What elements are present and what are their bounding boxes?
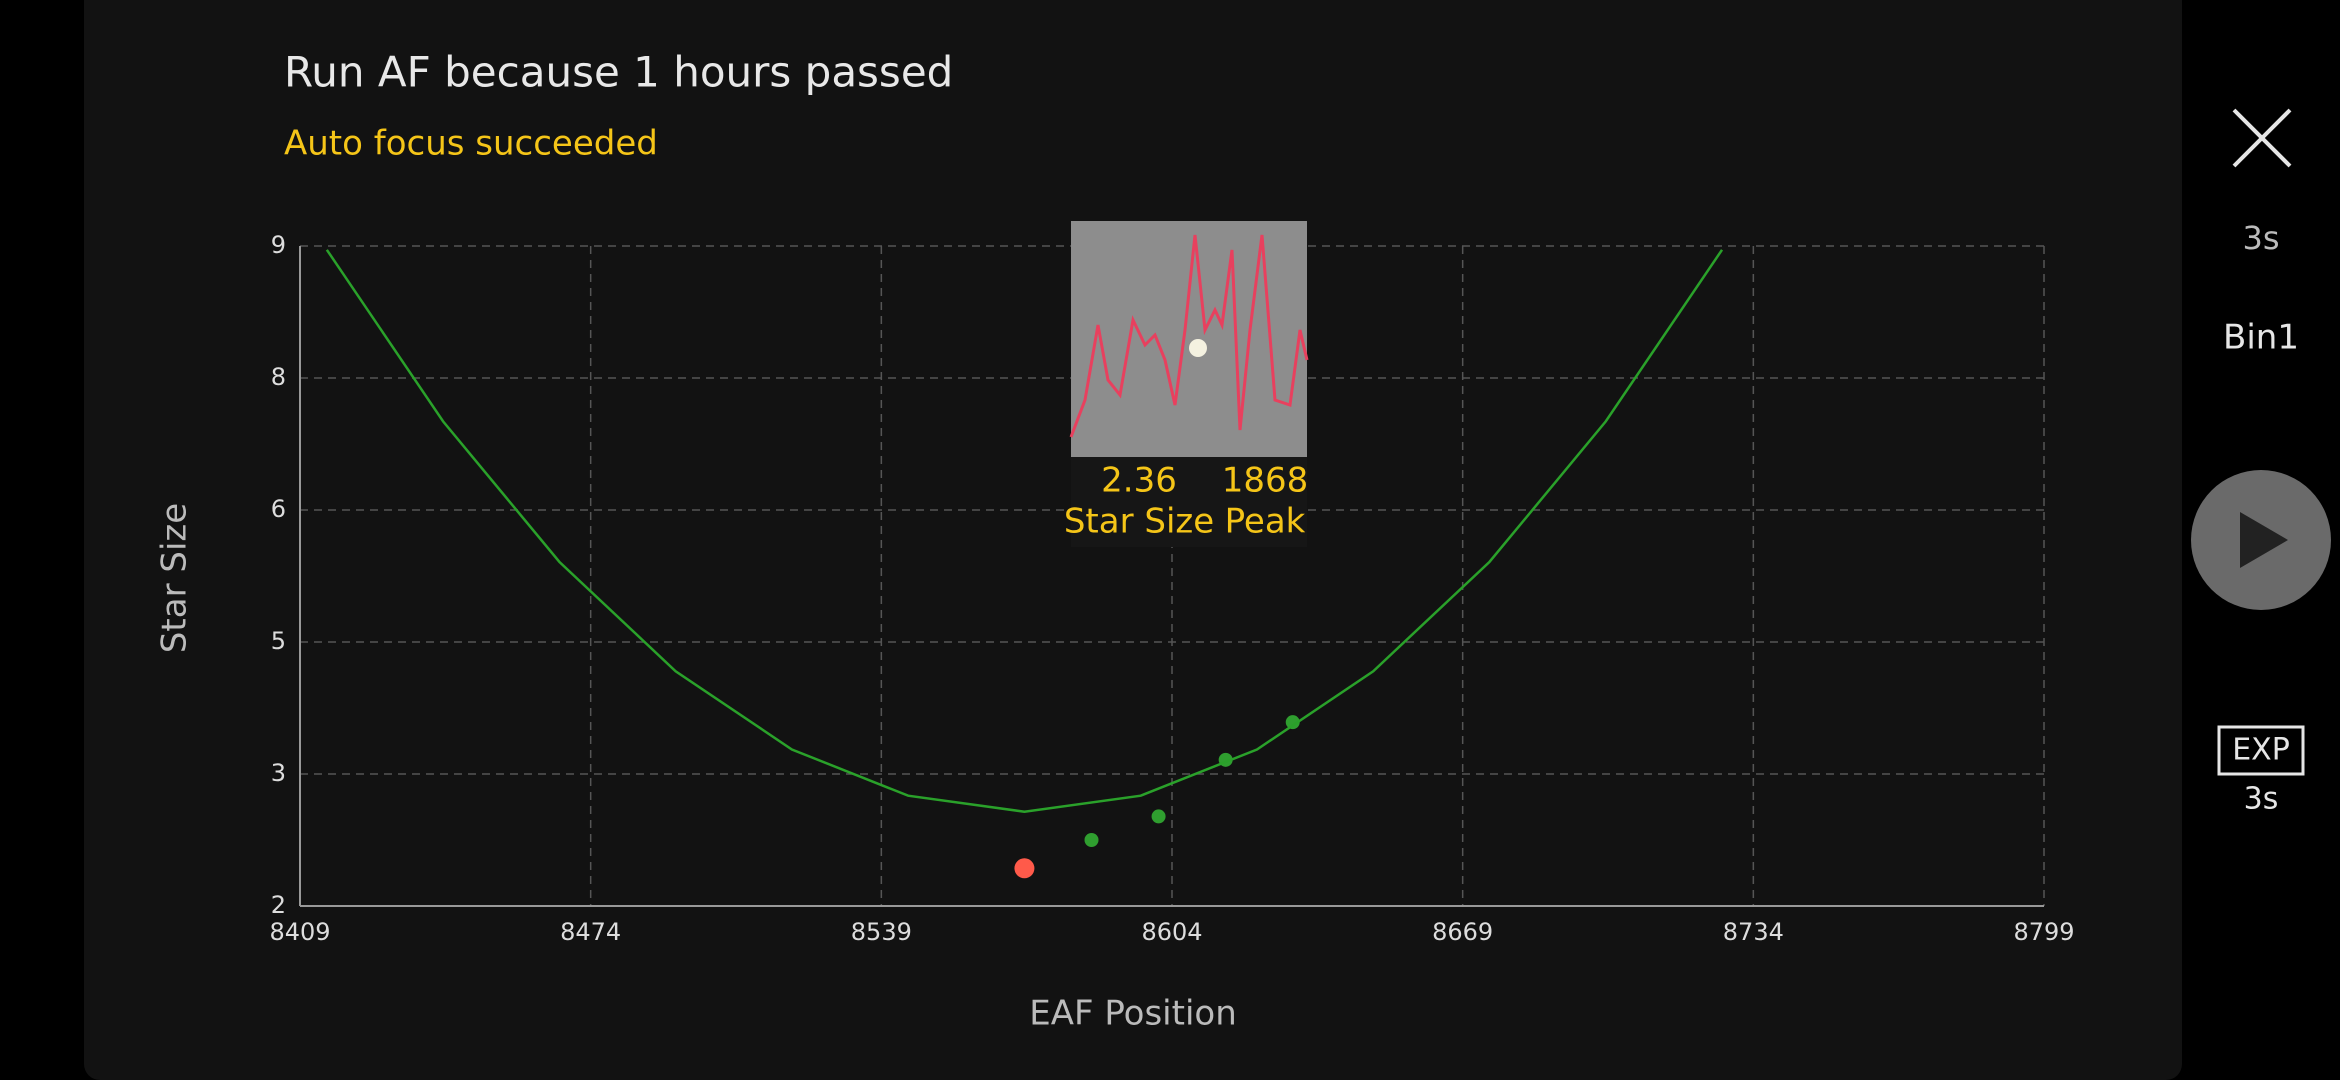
peak-value: 1868: [1222, 461, 1309, 501]
y-tick-label: 2: [271, 891, 286, 919]
exp-box[interactable]: [2217, 725, 2305, 776]
data-point: [1084, 833, 1099, 847]
play-icon[interactable]: [2240, 512, 2288, 568]
thumbnail: [1071, 221, 1307, 457]
y-tick-label: 6: [271, 495, 286, 523]
preview-info: [1071, 457, 1307, 547]
peak-label: Peak: [1225, 502, 1306, 542]
x-tick-label: 8669: [1432, 918, 1493, 946]
x-tick-label: 8539: [851, 918, 912, 946]
exp-value[interactable]: 3s: [2244, 782, 2279, 817]
play-button[interactable]: [2191, 470, 2331, 610]
y-tick-label: 5: [271, 627, 286, 655]
y-tick-label: 9: [271, 231, 286, 259]
star-preview: 2.36 1868 Star Size Peak: [1064, 221, 1309, 547]
star-size-value: 2.36: [1101, 461, 1177, 501]
title: Run AF because 1 hours passed: [284, 48, 953, 97]
y-tick-label: 3: [271, 759, 286, 787]
x-tick-label: 8474: [560, 918, 621, 946]
data-point: [1014, 858, 1035, 879]
status: Auto focus succeeded: [284, 124, 658, 164]
exposure[interactable]: 3s: [2242, 219, 2279, 257]
data-point: [1151, 809, 1166, 824]
y-axis-label: Star Size: [155, 503, 195, 653]
binning[interactable]: Bin1: [2223, 318, 2299, 358]
y-tick-label: 8: [271, 363, 286, 391]
star: [1189, 339, 1207, 357]
star-size-label: Star Size: [1064, 502, 1214, 542]
x-tick-label: 8409: [269, 918, 330, 946]
x-tick-label: 8604: [1141, 918, 1202, 946]
profile: [1069, 234, 1309, 438]
data-point: [1285, 715, 1300, 730]
x-axis-label: EAF Position: [1029, 994, 1237, 1034]
x-tick-label: 8734: [1723, 918, 1784, 946]
x-tick-label: 8799: [2013, 918, 2074, 946]
close-button[interactable]: [2232, 108, 2292, 168]
close-icon[interactable]: [2232, 108, 2292, 168]
fit-curve: [325, 249, 1724, 813]
exp-label[interactable]: EXP: [2232, 733, 2290, 768]
